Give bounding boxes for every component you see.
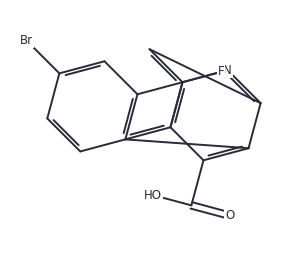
Text: Br: Br — [20, 34, 33, 47]
Text: F: F — [218, 66, 224, 78]
Text: N: N — [223, 64, 232, 77]
Text: O: O — [225, 209, 234, 222]
Text: HO: HO — [144, 189, 162, 202]
